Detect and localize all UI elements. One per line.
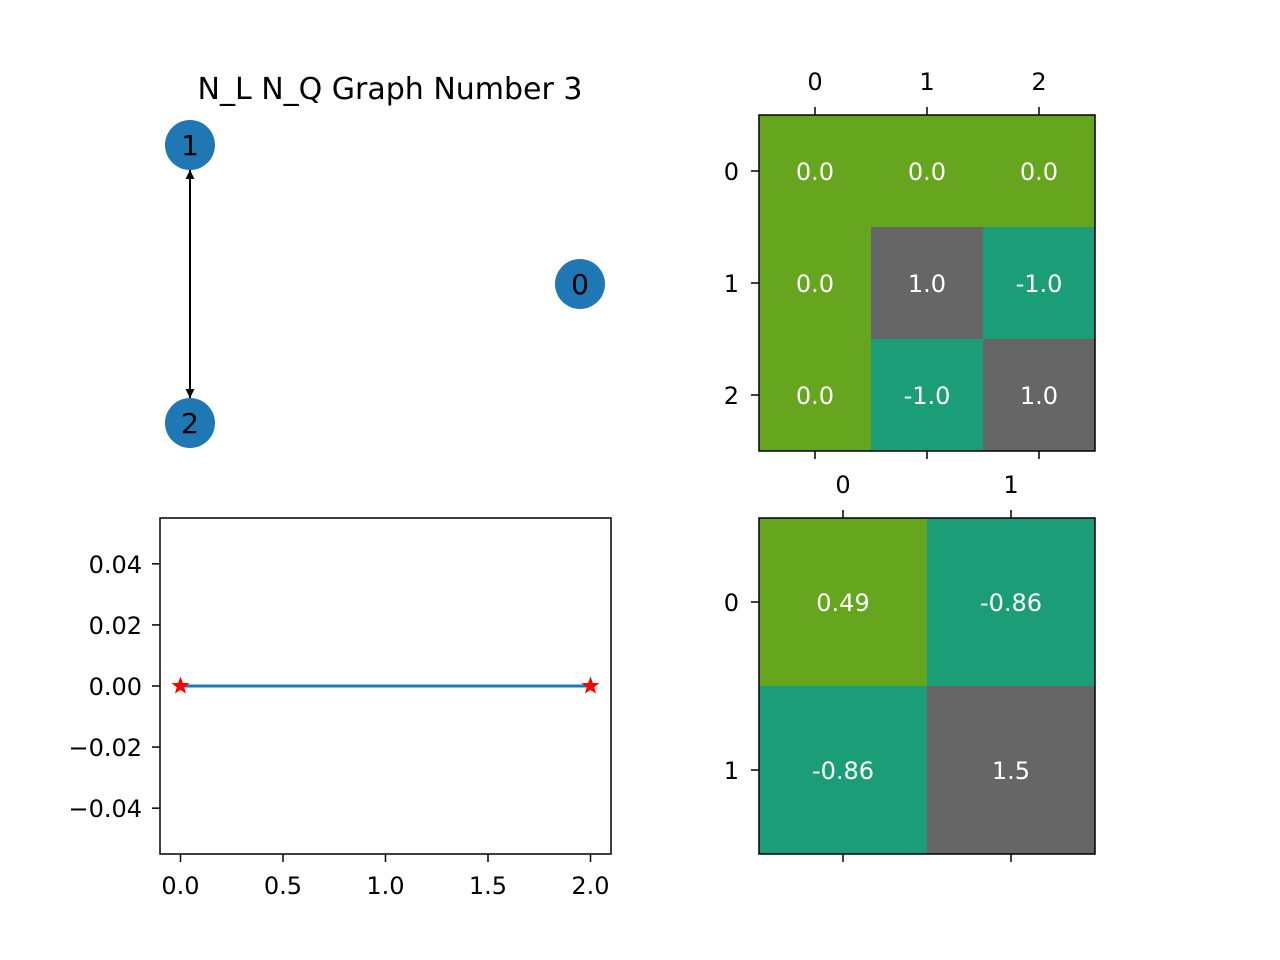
heat-ytick-label-2: 2 [724,382,739,410]
heat-cell-1-0 [759,686,928,855]
graph-node-0 [555,259,605,309]
x-tick-label-0: 0.0 [161,872,199,900]
heat-frame [758,517,1096,855]
series-point-0-0 [171,676,190,694]
heat-ytick-label-1: 1 [724,757,739,785]
heat-cell-label-0-1: 0.0 [908,158,946,186]
heat-cell-label-1-1: 1.0 [908,270,946,298]
line-plot-panel: 0.0 0.5 1.0 1.5 2.0 0.04 0.02 0.00 −0.02 −0.04 [68,517,612,900]
heat-cell-0-2 [983,115,1096,228]
graph-nodes: 0 1 2 [165,120,605,448]
matrix-2x2-panel: 0.49 -0.86 -0.86 1.5 0 1 0 1 [724,471,1096,862]
heat-cell-1-1 [927,686,1096,855]
heat-xtick-label-1: 1 [919,68,934,96]
heat-cell-0-0 [759,115,872,228]
y-tick-label-2: 0.00 [89,673,142,701]
heat-cell-1-0 [759,227,872,340]
graph-node-label-1: 1 [181,129,199,162]
heat-cell-2-0 [759,339,872,452]
heat-cell-label-1-0: -0.86 [812,757,874,785]
heat-cell-label-2-1: -1.0 [904,382,951,410]
heat-xtick-label-0: 0 [835,471,850,499]
heat-cell-label-1-1: 1.5 [992,757,1030,785]
heat-xtick-label-2: 2 [1031,68,1046,96]
y-tick-label-3: −0.02 [68,734,142,762]
graph-node-1 [165,120,215,170]
heat-cell-label-0-0: 0.49 [816,589,869,617]
heat-cell-label-2-2: 1.0 [1020,382,1058,410]
x-tick-label-4: 2.0 [571,872,609,900]
heat-ytick-label-0: 0 [724,158,739,186]
heat-ytick-label-0: 0 [724,589,739,617]
graph-node-label-0: 0 [571,268,589,301]
heat-xtick-label-0: 0 [807,68,822,96]
heat-cell-label-2-0: 0.0 [796,382,834,410]
graph-title: N_L N_Q Graph Number 3 [198,72,583,107]
y-tick-label-4: −0.04 [68,795,142,823]
graph-node-label-2: 2 [181,407,199,440]
heat-cell-0-0 [759,518,928,687]
heat-cell-label-0-1: -0.86 [980,589,1042,617]
graph-panel: N_L N_Q Graph Number 3 0 1 2 [165,72,605,448]
graph-node-2 [165,398,215,448]
x-tick-label-1: 0.5 [264,872,302,900]
heat-cell-1-2 [983,227,1096,340]
series-point-0-1 [581,676,600,694]
heat-cell-2-2 [983,339,1096,452]
heat-cell-1-1 [871,227,984,340]
heat-ytick-label-1: 1 [724,270,739,298]
heat-cell-label-1-2: -1.0 [1016,270,1063,298]
y-tick-label-1: 0.02 [89,612,142,640]
heat-cell-label-0-0: 0.0 [796,158,834,186]
matrix-3x3-panel: 0.0 0.0 0.0 0.0 1.0 -1.0 0.0 -1.0 1.0 0 1 2 0 1 2 [724,68,1096,459]
x-tick-label-2: 1.0 [366,872,404,900]
y-tick-label-0: 0.04 [89,551,142,579]
heat-cell-label-0-2: 0.0 [1020,158,1058,186]
heat-cell-0-1 [927,518,1096,687]
heat-cell-2-1 [871,339,984,452]
x-tick-label-3: 1.5 [469,872,507,900]
heat-cell-label-1-0: 0.0 [796,270,834,298]
heat-cell-0-1 [871,115,984,228]
heat-xtick-label-1: 1 [1003,471,1018,499]
